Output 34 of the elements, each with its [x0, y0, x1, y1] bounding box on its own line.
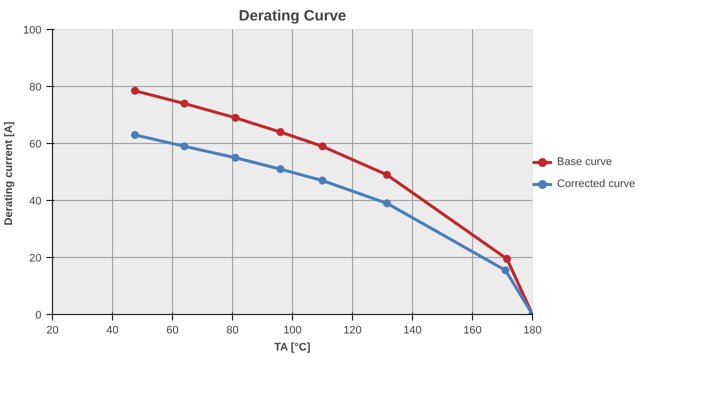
point	[503, 254, 511, 263]
y-tick-label: 80	[29, 82, 42, 94]
legend-label: Base curve	[557, 156, 612, 168]
x-tick-label: 100	[283, 324, 302, 336]
x-tick-label: 160	[463, 324, 482, 336]
x-tick-label: 140	[403, 324, 422, 336]
x-tick-label: 180	[523, 324, 542, 336]
x-axis-title: TA [°C]	[274, 342, 311, 354]
point	[232, 114, 240, 122]
x-tick-label: 40	[106, 324, 119, 336]
legend-label: Corrected curve	[557, 178, 636, 190]
point	[383, 199, 391, 208]
y-tick-label: 100	[23, 24, 42, 36]
x-tick-label: 20	[46, 324, 59, 336]
point	[131, 130, 139, 139]
x-tick-label: 60	[166, 324, 179, 336]
y-tick-label: 40	[29, 196, 42, 208]
x-tick-label: 80	[226, 324, 239, 336]
point	[502, 266, 510, 274]
y-axis-title: Derating current [A]	[3, 121, 16, 226]
chart-title: Derating Curve	[238, 8, 346, 24]
point	[318, 142, 326, 150]
y-tick-label: 60	[29, 138, 42, 150]
y-tick-label: 20	[29, 252, 42, 264]
point	[180, 100, 188, 108]
point	[318, 176, 326, 185]
point	[180, 142, 188, 150]
point	[383, 170, 391, 179]
y-tick-label: 0	[35, 310, 42, 322]
point	[131, 86, 139, 95]
point	[276, 128, 284, 136]
point	[276, 165, 284, 174]
x-tick-label: 120	[343, 324, 362, 336]
point	[232, 154, 240, 162]
